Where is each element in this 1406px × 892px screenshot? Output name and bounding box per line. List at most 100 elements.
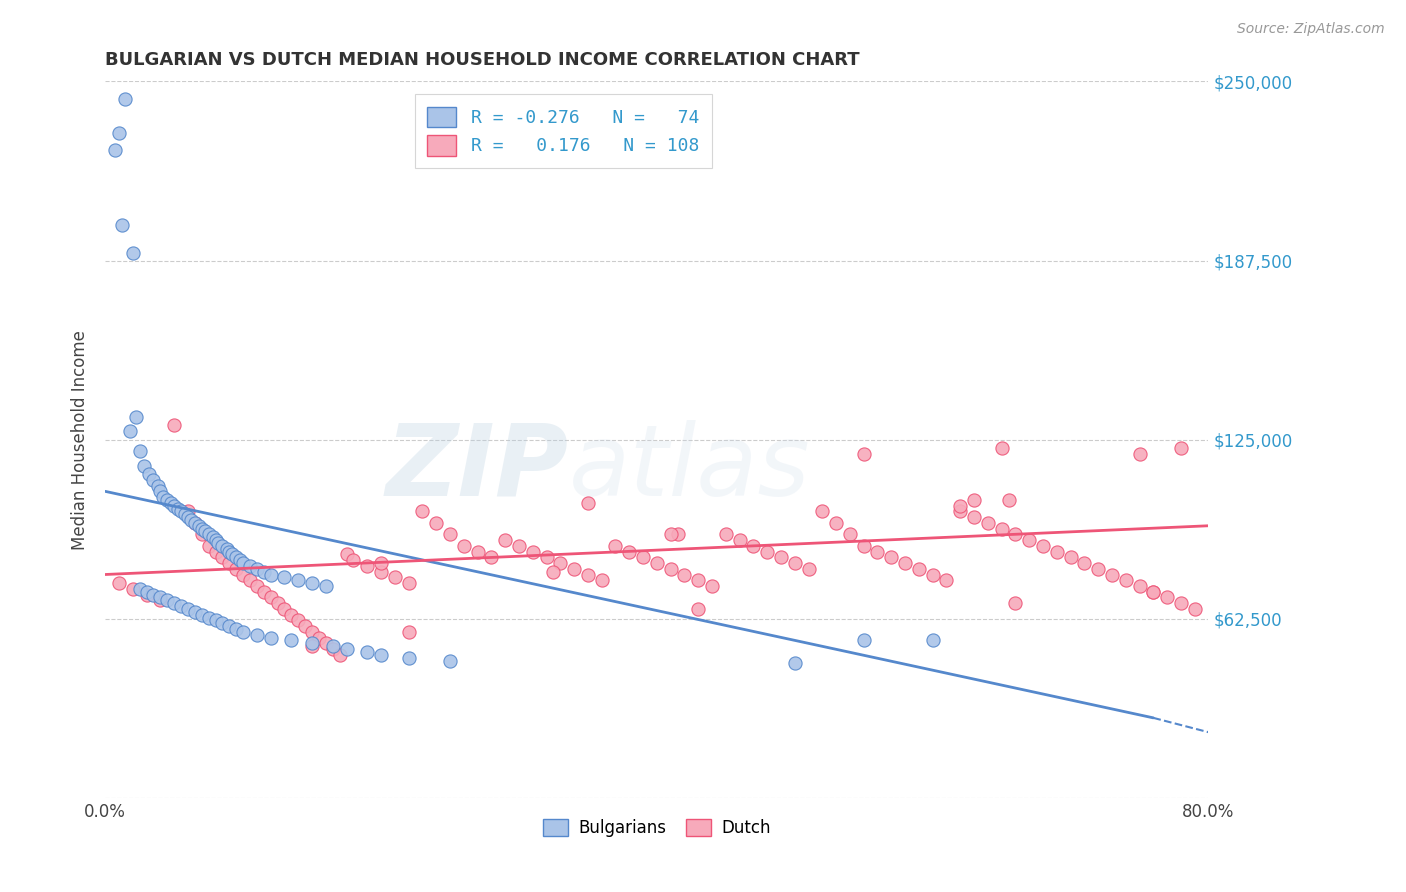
Point <box>335 642 357 657</box>
Point <box>852 633 875 648</box>
Point <box>280 633 302 648</box>
Point <box>370 565 392 579</box>
Text: BULGARIAN VS DUTCH MEDIAN HOUSEHOLD INCOME CORRELATION CHART: BULGARIAN VS DUTCH MEDIAN HOUSEHOLD INCO… <box>105 51 860 69</box>
Point <box>218 544 240 558</box>
Point <box>673 567 696 582</box>
Point <box>239 573 262 587</box>
Point <box>142 473 165 487</box>
Point <box>322 642 344 657</box>
Point <box>852 447 875 461</box>
Point <box>576 496 599 510</box>
Point <box>356 558 378 573</box>
Point <box>949 499 972 513</box>
Point <box>494 533 516 547</box>
Point <box>1073 556 1095 570</box>
Point <box>811 504 834 518</box>
Point <box>156 492 179 507</box>
Point <box>990 442 1012 456</box>
Point <box>522 544 544 558</box>
Point <box>439 527 461 541</box>
Point <box>838 527 860 541</box>
Point <box>1128 579 1150 593</box>
Point <box>659 562 682 576</box>
Point <box>997 492 1019 507</box>
Point <box>280 607 302 622</box>
Legend: Bulgarians, Dutch: Bulgarians, Dutch <box>537 812 778 844</box>
Point <box>121 246 143 260</box>
Point <box>152 490 174 504</box>
Point <box>260 591 283 605</box>
Point <box>1128 447 1150 461</box>
Point <box>211 616 233 631</box>
Point <box>177 602 200 616</box>
Point <box>135 584 157 599</box>
Point <box>783 657 806 671</box>
Point <box>253 584 276 599</box>
Point <box>990 522 1012 536</box>
Point <box>232 624 254 639</box>
Point <box>688 573 710 587</box>
Point <box>439 653 461 667</box>
Point <box>315 579 337 593</box>
Point <box>1184 602 1206 616</box>
Point <box>135 588 157 602</box>
Point <box>190 607 212 622</box>
Point <box>921 567 943 582</box>
Point <box>128 582 150 596</box>
Point <box>118 424 141 438</box>
Point <box>411 504 433 518</box>
Point <box>301 636 323 650</box>
Point <box>425 516 447 530</box>
Text: ZIP: ZIP <box>385 420 568 517</box>
Point <box>700 579 723 593</box>
Point <box>260 631 283 645</box>
Point <box>315 636 337 650</box>
Point <box>783 556 806 570</box>
Point <box>163 418 186 433</box>
Point <box>246 579 269 593</box>
Point <box>211 550 233 565</box>
Point <box>645 556 668 570</box>
Point <box>1087 562 1109 576</box>
Point <box>342 553 364 567</box>
Point <box>742 539 765 553</box>
Point <box>215 541 238 556</box>
Point <box>301 576 323 591</box>
Point <box>659 527 682 541</box>
Point <box>977 516 1000 530</box>
Point <box>935 573 957 587</box>
Point <box>190 527 212 541</box>
Point <box>246 628 269 642</box>
Point <box>221 548 243 562</box>
Point <box>132 458 155 473</box>
Point <box>1059 550 1081 565</box>
Point <box>1142 584 1164 599</box>
Point <box>204 613 226 627</box>
Point <box>163 499 186 513</box>
Point <box>398 650 420 665</box>
Point <box>880 550 903 565</box>
Point <box>124 409 146 424</box>
Point <box>201 530 224 544</box>
Point <box>108 126 131 140</box>
Point <box>204 533 226 547</box>
Point <box>232 567 254 582</box>
Point <box>225 562 247 576</box>
Point <box>287 613 309 627</box>
Point <box>322 639 344 653</box>
Point <box>714 527 737 541</box>
Point <box>114 91 136 105</box>
Text: Source: ZipAtlas.com: Source: ZipAtlas.com <box>1237 22 1385 37</box>
Point <box>728 533 751 547</box>
Point <box>111 218 134 232</box>
Point <box>1032 539 1054 553</box>
Y-axis label: Median Household Income: Median Household Income <box>72 330 89 549</box>
Point <box>229 553 252 567</box>
Point <box>550 556 572 570</box>
Text: atlas: atlas <box>568 420 810 517</box>
Point <box>866 544 889 558</box>
Point <box>253 565 276 579</box>
Point <box>193 524 215 539</box>
Point <box>239 558 262 573</box>
Point <box>218 556 240 570</box>
